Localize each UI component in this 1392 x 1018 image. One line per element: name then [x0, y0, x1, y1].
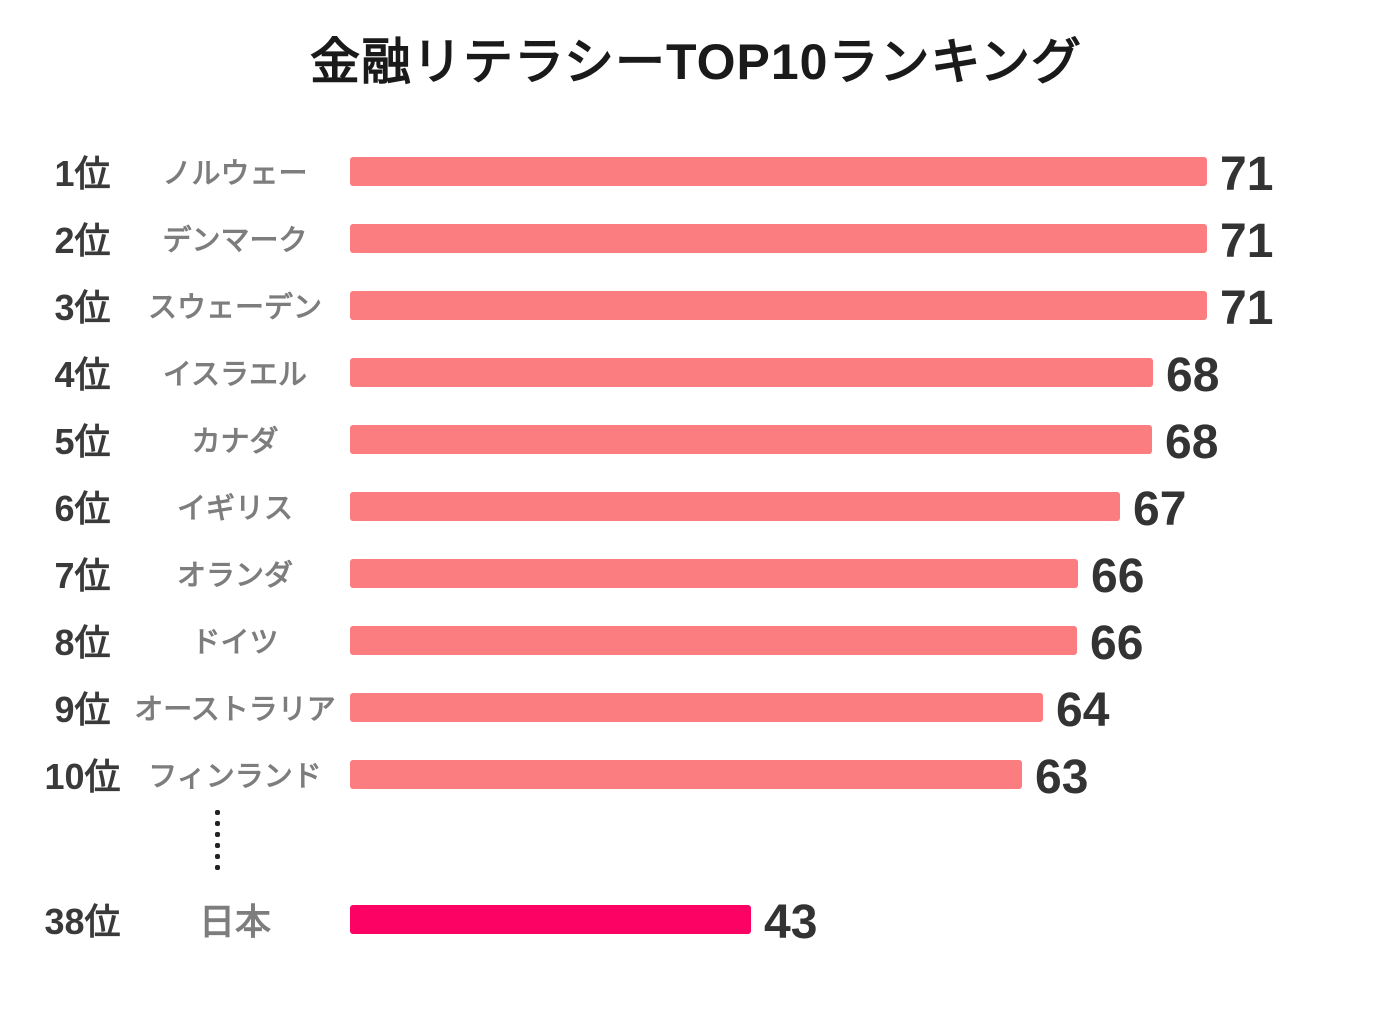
score-bar [350, 558, 1078, 588]
score-bar [350, 223, 1207, 253]
ranking-row: 6位 イギリス 67 [0, 473, 1392, 540]
bar-track: 64 [350, 680, 1392, 737]
rank-label: 5位 [54, 421, 111, 462]
score-bar [350, 290, 1207, 320]
bar-track: 67 [350, 479, 1392, 536]
ranking-row: 4位 イスラエル 68 [0, 339, 1392, 406]
ranking-row: 7位 オランダ 66 [0, 540, 1392, 607]
country-label: ノルウェー [162, 158, 308, 190]
rank-label: 1位 [54, 153, 111, 194]
rank-label: 2位 [54, 220, 111, 261]
rank-label: 8位 [54, 622, 111, 663]
ranking-row: 8位 ドイツ 66 [0, 607, 1392, 674]
ellipsis-dot [215, 820, 220, 826]
score-bar [350, 692, 1043, 722]
score-value-label: 63 [1035, 750, 1089, 804]
score-value-label: 71 [1220, 147, 1274, 201]
ellipsis-dot [215, 864, 220, 870]
country-label: オーストラリア [134, 694, 336, 726]
bar-track: 68 [350, 345, 1392, 402]
country-label: イスラエル [162, 359, 308, 391]
ranking-row: 38位 日本 43 [0, 886, 1392, 953]
japan-row-section: 38位 日本 43 [0, 886, 1392, 953]
country-label: カナダ [191, 426, 279, 458]
score-value-label: 66 [1090, 616, 1144, 670]
score-value-label: 64 [1056, 683, 1110, 737]
country-label: デンマーク [162, 225, 308, 257]
bar-track: 66 [350, 546, 1392, 603]
bar-track: 68 [350, 412, 1392, 469]
country-label: 日本 [198, 901, 271, 942]
country-label: オランダ [176, 560, 293, 592]
rank-label: 38位 [44, 901, 121, 942]
bar-track: 71 [350, 278, 1392, 335]
score-value-label: 66 [1091, 549, 1145, 603]
score-bar [350, 759, 1022, 789]
rank-label: 9位 [54, 689, 111, 730]
score-bar [350, 424, 1152, 454]
score-bar [350, 625, 1077, 655]
rank-gap-ellipsis [135, 808, 300, 872]
financial-literacy-ranking-chart: 金融リテラシーTOP10ランキング 1位 ノルウェー 71 2位 デンマーク 7… [0, 34, 1392, 1018]
bar-track: 71 [350, 144, 1392, 201]
chart-title: 金融リテラシーTOP10ランキング [310, 34, 1082, 90]
ranking-row: 1位 ノルウェー 71 [0, 138, 1392, 205]
score-value-label: 68 [1165, 415, 1219, 469]
country-label: ドイツ [191, 627, 279, 659]
score-value-label: 43 [764, 895, 818, 949]
score-bar [350, 904, 751, 934]
ranking-row: 9位 オーストラリア 64 [0, 674, 1392, 741]
ranking-row: 10位 フィンランド 63 [0, 741, 1392, 808]
ranking-row: 3位 スウェーデン 71 [0, 272, 1392, 339]
country-label: スウェーデン [147, 292, 322, 324]
score-value-label: 71 [1220, 214, 1274, 268]
top10-rows: 1位 ノルウェー 71 2位 デンマーク 71 3位 スウェーデン 71 4位 … [0, 138, 1392, 808]
bar-track: 71 [350, 211, 1392, 268]
ellipsis-dot [215, 842, 220, 848]
ranking-row: 2位 デンマーク 71 [0, 205, 1392, 272]
score-value-label: 68 [1166, 348, 1220, 402]
ellipsis-dot [215, 853, 220, 859]
rank-label: 10位 [44, 756, 121, 797]
score-bar [350, 357, 1153, 387]
rank-label: 3位 [54, 287, 111, 328]
score-value-label: 67 [1133, 482, 1187, 536]
bar-track: 66 [350, 613, 1392, 670]
bar-track: 43 [350, 892, 1392, 949]
score-bar [350, 156, 1207, 186]
rank-label: 6位 [54, 488, 111, 529]
rank-label: 4位 [54, 354, 111, 395]
ellipsis-dot [215, 831, 220, 837]
ranking-row: 5位 カナダ 68 [0, 406, 1392, 473]
score-bar [350, 491, 1120, 521]
rank-label: 7位 [54, 555, 111, 596]
country-label: フィンランド [148, 761, 322, 793]
bar-track: 63 [350, 747, 1392, 804]
score-value-label: 71 [1220, 281, 1274, 335]
ellipsis-dot [215, 809, 220, 815]
country-label: イギリス [176, 493, 293, 525]
